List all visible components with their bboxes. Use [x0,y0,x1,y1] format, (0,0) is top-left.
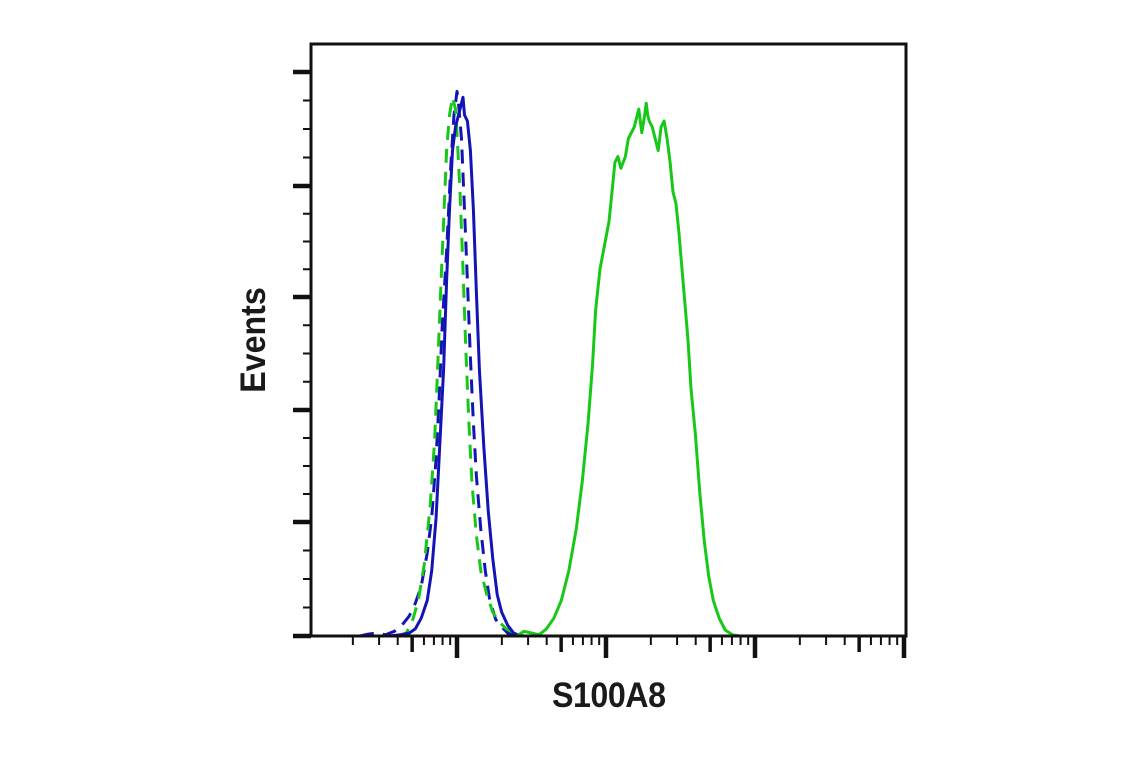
series-layer [311,89,904,638]
series-line-2 [389,95,904,638]
series-line-1 [396,95,904,638]
series-line-0 [359,89,904,638]
y-axis-label: Events [234,287,273,393]
axis-ticks [293,69,907,658]
plot-frame [309,42,908,638]
series-line-3 [311,101,904,638]
x-axis-label: S100A8 [551,676,666,715]
